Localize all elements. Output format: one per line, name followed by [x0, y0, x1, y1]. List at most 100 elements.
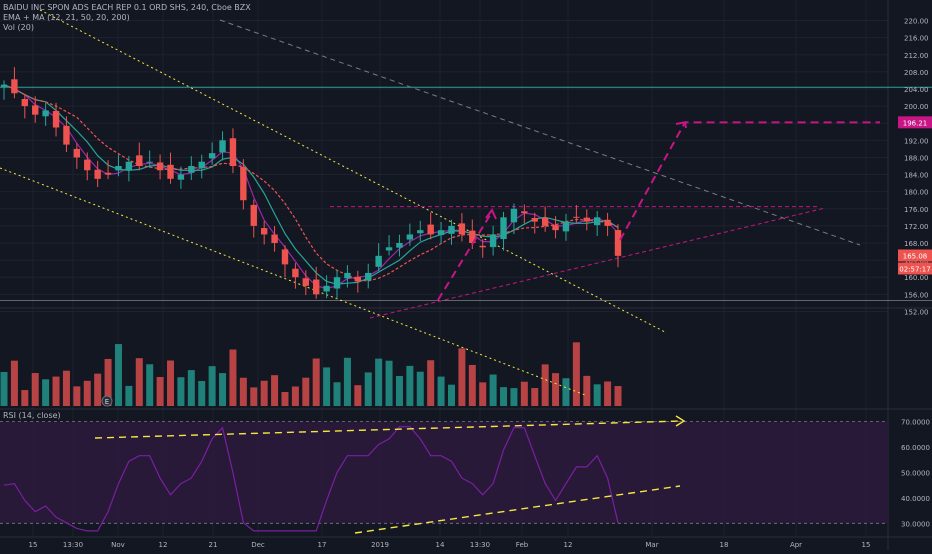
lower-channel-line — [0, 167, 586, 396]
upper-channel-line — [39, 9, 666, 333]
countdown-marker — [898, 262, 932, 275]
volume-bar — [73, 386, 81, 406]
candle-body — [177, 174, 185, 180]
time-tick-label: 15 — [29, 541, 38, 549]
candle-body — [21, 98, 29, 107]
trend-lines — [0, 9, 932, 396]
earnings-label: E — [105, 398, 109, 406]
candle-body — [32, 105, 39, 115]
volume-bar — [83, 380, 91, 406]
candle-body — [271, 234, 278, 243]
candle-body — [354, 276, 362, 282]
volume-bar — [447, 384, 455, 406]
time-tick-label: 12 — [564, 541, 573, 549]
rsi-support-line — [354, 485, 681, 534]
rsi-tick-label: 40.0000 — [901, 495, 930, 503]
volume-bar — [291, 386, 299, 406]
candle-body — [52, 110, 60, 128]
price-tick-label: 160.00 — [904, 274, 929, 282]
candle-body — [406, 234, 414, 240]
time-tick-label: Mar — [645, 541, 658, 549]
volume-bar — [416, 371, 424, 406]
volume-bar — [31, 373, 39, 406]
price-tick-label: 192.00 — [904, 137, 929, 145]
target-price-marker — [898, 116, 932, 129]
volume-bar — [198, 381, 206, 406]
last-price-marker — [898, 249, 932, 262]
ema-legend[interactable]: EMA + MA (12, 21, 50, 20, 200) — [3, 13, 130, 22]
candle-body — [541, 217, 549, 226]
candle-body — [344, 272, 351, 279]
candle-body — [219, 140, 226, 153]
volume-bar — [260, 380, 268, 406]
candle-body — [510, 208, 518, 223]
symbol-title[interactable]: BAIDU INC SPON ADS EACH REP 0.1 ORD SHS,… — [3, 3, 251, 12]
rsi-legend[interactable]: RSI (14, close) — [3, 411, 61, 420]
price-tick-label: 220.00 — [904, 18, 929, 26]
time-tick-label: 2019 — [371, 541, 389, 549]
volume-bar — [156, 376, 164, 406]
volume-legend[interactable]: Vol (20) — [3, 23, 34, 32]
candle-body — [281, 249, 289, 265]
countdown-marker-text: 02:57:17 — [899, 265, 930, 273]
time-tick-label: Feb — [516, 541, 529, 549]
candle-body — [136, 155, 143, 166]
target-price-marker-text: 196.21 — [903, 119, 928, 127]
earnings-marker[interactable]: E — [101, 395, 113, 407]
candle-body — [146, 161, 153, 163]
volume-bar — [614, 386, 622, 406]
ema-fast-line — [3, 84, 619, 290]
candle-body — [552, 225, 559, 231]
volume-bar — [239, 377, 247, 406]
candle-body — [156, 162, 164, 171]
candle-body — [250, 204, 257, 226]
price-axis: 220.00 216.00 212.00 208.00 204.00 200.00 196.… — [898, 18, 932, 528]
candle-body — [385, 247, 393, 251]
volume-bar — [177, 377, 185, 406]
ema-mid-line — [3, 84, 619, 285]
candle-body — [167, 164, 174, 179]
volume-bar — [187, 370, 195, 406]
volume-bar — [531, 388, 539, 406]
candle-body — [365, 272, 372, 281]
candle-body — [94, 169, 101, 179]
candle-body — [375, 255, 382, 267]
long-trend-line — [219, 19, 861, 246]
volume-bar — [385, 360, 393, 406]
candle-body — [437, 230, 445, 236]
volume-bar — [250, 387, 258, 406]
time-tick-label: 18 — [720, 541, 729, 549]
volume-bar — [10, 360, 18, 406]
volume-bar — [42, 379, 50, 406]
volume-bar — [323, 367, 331, 406]
candle-body — [115, 166, 122, 171]
rsi-arrow-head — [675, 415, 686, 427]
rsi-band — [0, 421, 888, 524]
candle-body — [229, 138, 237, 166]
rsi-tick-label: 70.0000 — [901, 419, 930, 427]
candle-body — [500, 217, 507, 240]
price-tick-label: 188.00 — [904, 154, 929, 162]
candle-body — [125, 161, 133, 171]
volume-bar — [541, 364, 549, 406]
volume-bar — [520, 381, 528, 406]
candle-body — [573, 216, 580, 218]
volume-bar — [167, 360, 175, 406]
volume-bar — [52, 376, 60, 406]
candle-body — [240, 167, 247, 201]
volume-bar — [0, 372, 8, 406]
volume-bar — [302, 377, 310, 406]
candle-body — [593, 217, 601, 226]
volume-bar — [354, 385, 362, 406]
rsi-tick-label: 50.0000 — [901, 469, 930, 477]
volume-bar — [271, 375, 279, 406]
candle-body — [489, 234, 497, 248]
price-tick-label: 208.00 — [904, 69, 929, 77]
arrow-head — [485, 208, 497, 220]
volume-bar — [281, 391, 289, 406]
volume-bar — [583, 375, 591, 406]
volume-bar — [500, 387, 508, 406]
candle-body — [562, 221, 570, 232]
